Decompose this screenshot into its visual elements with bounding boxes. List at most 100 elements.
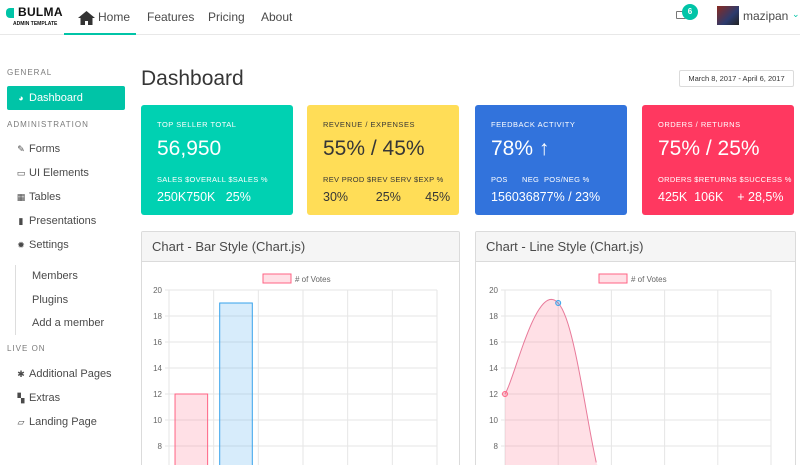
section-live-on: LIVE ON [7,344,46,353]
y-tick-label: 20 [489,286,498,295]
gear-icon: ✹ [17,240,25,250]
data-point [502,391,508,397]
card-sub-labels: REV PROD $REV SERV $EXP % [323,175,444,184]
home-icon [78,10,95,25]
card-heading: ORDERS / RETURNS [658,120,741,129]
section-general: GENERAL [7,68,53,77]
card-heading: FEEDBACK ACTIVITY [491,120,576,129]
sidebar-item-additional-pages[interactable]: ✱ Additional Pages [7,362,125,386]
card-value: 75% / 25% [658,137,760,160]
sidebar-item-label: Landing Page [29,416,97,428]
y-tick-label: 14 [153,364,162,373]
legend-label: # of Votes [631,275,667,284]
table-icon: ▦ [16,192,26,202]
sidebar-item-label: Presentations [29,215,97,227]
line-area [505,299,598,465]
sidebar-item-label: UI Elements [29,167,89,179]
y-tick-label: 10 [153,416,162,425]
nav-home[interactable]: Home [64,0,136,35]
bar-chart-title: Chart - Bar Style (Chart.js) [142,232,459,262]
legend-swatch [262,273,292,284]
sidebar-item-dashboard[interactable]: ◕ Dashboard [7,86,125,110]
nav-pricing[interactable]: Pricing [208,10,245,24]
nav-about[interactable]: About [261,10,293,24]
sidebar-item-extras[interactable]: ▚ Extras [7,386,125,410]
chevron-down-icon[interactable]: ⌄ [792,9,800,19]
line-series [504,298,597,463]
stat-card-top-seller: TOP SELLER TOTAL 56,950 SALES $OVERALL $… [141,105,293,215]
windows-icon: ▚ [17,393,25,403]
page-title: Dashboard [141,67,244,90]
edit-icon: ✎ [17,144,25,154]
date-range-picker[interactable]: March 8, 2017 - April 6, 2017 [679,70,794,87]
sidebar-item-landing-page[interactable]: ▱ Landing Page [7,410,125,434]
stat-card-revenue: REVENUE / EXPENSES 55% / 45% REV PROD $R… [307,105,459,215]
y-tick-label: 18 [489,312,498,321]
brand-tagline: ADMIN TEMPLATE [13,21,58,27]
sidebar-item-presentations[interactable]: ▮ Presentations [7,209,125,233]
card-heading: REVENUE / EXPENSES [323,120,415,129]
sidebar-item-label: Settings [29,239,69,251]
sidebar-item-tables[interactable]: ▦ Tables [7,185,125,209]
laptop-icon: ▱ [17,417,25,427]
bug-icon: ✱ [17,369,25,379]
y-tick-label: 8 [158,442,163,451]
y-tick-label: 8 [494,442,499,451]
data-point [555,300,562,306]
y-tick-label: 14 [489,364,498,373]
card-sub-values: 156036877% / 23% [491,190,601,204]
monitor-icon: ▭ [16,168,26,178]
card-sub-values: 30% 25% 45% [323,190,451,204]
y-tick-label: 18 [153,312,162,321]
submenu-divider [15,265,16,335]
card-sub-labels: POS NEG POS/NEG % [491,175,590,184]
y-tick-label: 12 [153,390,162,399]
y-tick-label: 20 [153,286,162,295]
line-chart-title: Chart - Line Style (Chart.js) [476,232,795,262]
sidebar-sub-plugins[interactable]: Plugins [32,294,69,306]
y-tick-label: 16 [489,338,498,347]
brand-logo[interactable]: BULMA ADMIN TEMPLATE [6,6,63,28]
mail-count-badge: 6 [682,4,698,20]
sidebar-item-label: Forms [29,143,61,155]
nav-features[interactable]: Features [147,10,195,24]
sidebar-sub-members[interactable]: Members [32,270,78,282]
y-tick-label: 16 [153,338,162,347]
sidebar-sub-add-member[interactable]: Add a member [32,317,105,329]
sidebar-item-label: Additional Pages [29,368,112,380]
line-chart-panel: Chart - Line Style (Chart.js) # of Votes… [475,231,796,465]
nav-home-label: Home [98,10,131,24]
y-tick-label: 12 [489,390,498,399]
legend-swatch [598,273,628,284]
y-tick-label: 10 [489,416,498,425]
brand-name: BULMA [18,5,63,19]
sidebar-item-ui-elements[interactable]: ▭ UI Elements [7,161,125,185]
dashboard-icon: ◕ [18,93,24,103]
section-administration: ADMINISTRATION [7,120,89,129]
sidebar-item-forms[interactable]: ✎ Forms [7,137,125,161]
top-navbar: BULMA ADMIN TEMPLATE Home Features Prici… [0,0,800,35]
card-sub-labels: ORDERS $RETURNS $SUCCESS % [658,175,792,184]
logo-mark [6,8,14,18]
stat-card-orders: ORDERS / RETURNS 75% / 25% ORDERS $RETUR… [642,105,794,215]
card-sub-labels: SALES $OVERALL $SALES % [157,175,268,184]
legend-label: # of Votes [295,275,331,284]
sidebar-item-label: Tables [29,191,61,203]
sidebar-item-label: Extras [29,392,61,404]
card-sub-values: 425K 106K + 28,5% [658,190,784,204]
card-value: 55% / 45% [323,137,425,160]
bar-chart: # of Votes 20 18 16 14 12 10 8 [153,273,438,465]
user-name[interactable]: mazipan [743,9,789,23]
bar [219,302,253,465]
line-chart: # of Votes 20 18 16 14 12 10 8 [489,273,772,465]
card-sub-values: 250K750K 25% [157,190,251,204]
bar [174,393,209,465]
avatar[interactable] [717,6,739,25]
card-value: 78% ↑ [491,137,550,160]
sidebar-item-label: Dashboard [29,92,83,104]
bar-chart-icon: ▮ [18,216,24,226]
stat-card-feedback: FEEDBACK ACTIVITY 78% ↑ POS NEG POS/NEG … [475,105,627,215]
card-value: 56,950 [157,137,222,160]
card-heading: TOP SELLER TOTAL [157,120,237,129]
sidebar-item-settings[interactable]: ✹ Settings [7,233,125,257]
